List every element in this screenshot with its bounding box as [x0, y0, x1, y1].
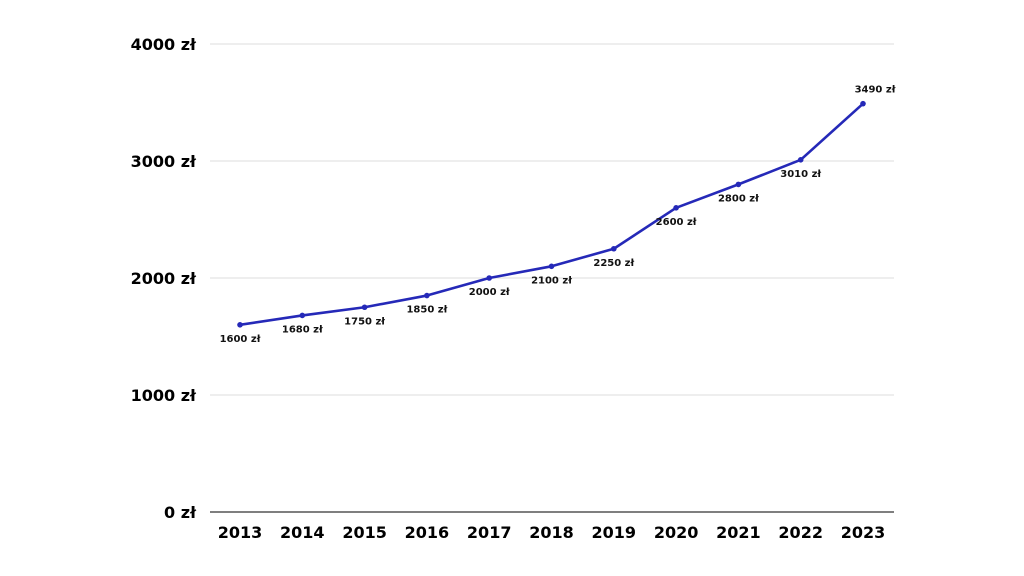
series-salary	[237, 100, 866, 328]
data-point	[486, 275, 493, 281]
x-tick-label: 2022	[778, 523, 823, 542]
x-tick-label: 2014	[280, 523, 325, 542]
data-point	[237, 322, 243, 328]
data-label: 1850 zł	[406, 305, 447, 316]
data-label: 2100 zł	[531, 275, 572, 286]
x-tick-label: 2015	[342, 523, 387, 542]
data-point	[548, 263, 555, 270]
x-tick-label: 2019	[592, 523, 637, 542]
data-point	[361, 304, 368, 311]
y-axis: 0 zł 1000 zł 2000 zł 3000 zł 4000 zł	[131, 35, 197, 522]
x-axis: 2013 2014 2015 2016 2017 2018 2019 2020 2021 2022…	[210, 511, 894, 542]
data-label: 1600 zł	[220, 334, 261, 345]
gridlines	[210, 43, 894, 396]
x-tick-label: 2017	[467, 523, 512, 542]
x-tick-label: 2020	[654, 523, 699, 542]
data-label: 2800 zł	[718, 193, 759, 204]
x-tick-label: 2016	[405, 523, 450, 542]
data-label: 2600 zł	[656, 217, 697, 228]
data-point	[860, 100, 866, 107]
data-labels: 1600 zł 1680 zł 1750 zł 1850 zł 2000 zł 2100 …	[220, 85, 896, 345]
data-label: 3010 zł	[780, 169, 821, 180]
x-tick-label: 2013	[218, 523, 263, 542]
y-tick-label: 0 zł	[164, 503, 197, 522]
y-tick-label: 3000 zł	[131, 152, 197, 171]
data-point	[299, 312, 306, 319]
data-label: 3490 zł	[855, 85, 896, 96]
data-point	[797, 157, 804, 163]
y-tick-label: 1000 zł	[131, 386, 197, 405]
y-tick-label: 2000 zł	[131, 269, 197, 288]
data-point	[735, 181, 742, 188]
data-label: 1750 zł	[344, 316, 385, 327]
x-tick-label: 2021	[716, 523, 761, 542]
data-point	[673, 205, 679, 211]
series-line	[238, 102, 865, 327]
x-tick-label: 2023	[841, 523, 886, 542]
data-point	[611, 245, 617, 252]
x-tick-label: 2018	[529, 523, 574, 542]
data-label: 2250 zł	[593, 258, 634, 269]
y-tick-label: 4000 zł	[131, 35, 197, 54]
data-label: 2000 zł	[469, 287, 510, 298]
data-label: 1680 zł	[282, 324, 323, 335]
data-point	[424, 292, 430, 299]
